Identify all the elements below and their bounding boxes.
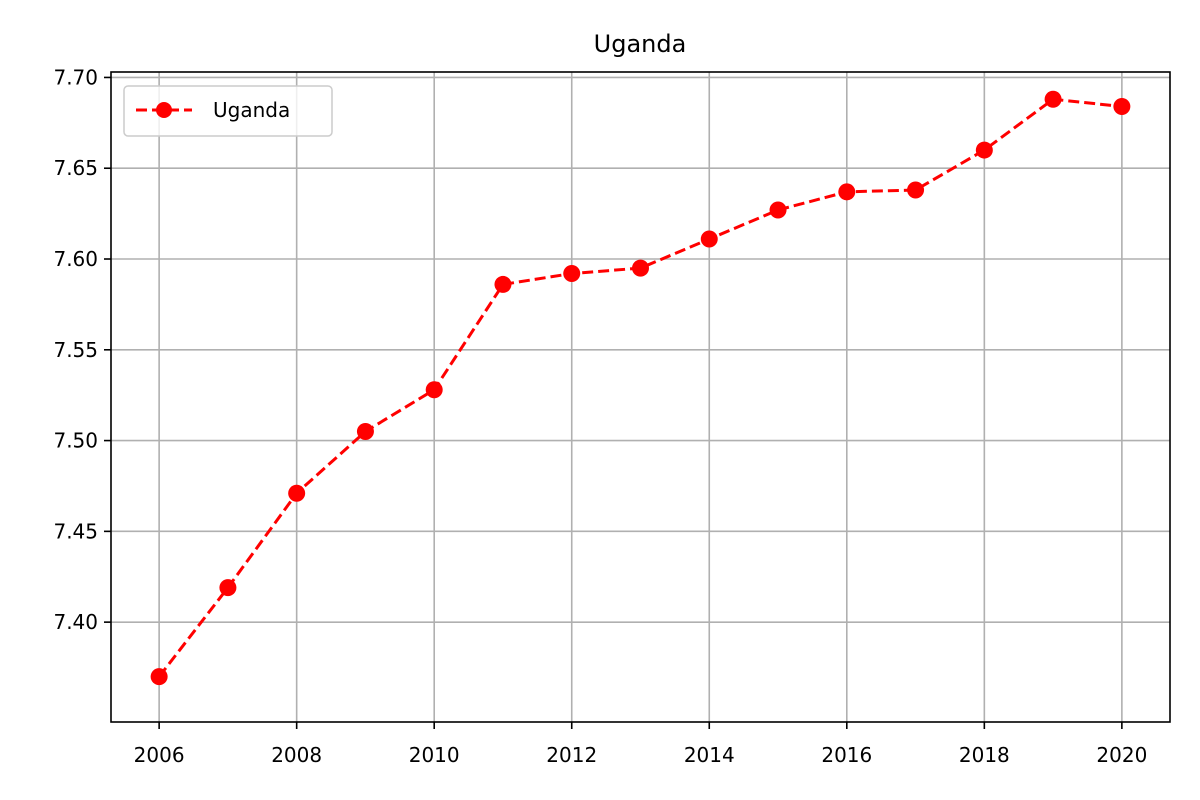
data-point	[769, 201, 787, 219]
data-point	[219, 579, 237, 597]
y-tick-label: 7.55	[53, 338, 98, 362]
x-tick-label: 2006	[134, 743, 185, 767]
data-point	[563, 265, 581, 283]
x-tick-label: 2008	[271, 743, 322, 767]
y-tick-label: 7.45	[53, 519, 98, 543]
x-tick-label: 2010	[409, 743, 460, 767]
plot-frame	[110, 71, 1171, 723]
legend-box	[123, 85, 333, 137]
data-point	[288, 484, 306, 502]
data-point	[425, 381, 443, 399]
data-point	[975, 141, 993, 159]
data-point	[907, 181, 925, 199]
data-point	[494, 275, 512, 293]
legend: Uganda	[123, 85, 333, 137]
data-point	[838, 183, 856, 201]
y-tick-label: 7.65	[53, 156, 98, 180]
y-tick-label: 7.50	[53, 429, 98, 453]
legend-label: Uganda	[213, 98, 290, 122]
data-point	[356, 422, 374, 440]
data-point	[1113, 97, 1131, 115]
data-point	[150, 668, 168, 686]
x-tick-label: 2018	[959, 743, 1010, 767]
y-tick-label: 7.60	[53, 247, 98, 271]
legend-marker	[156, 102, 172, 118]
y-tick-label: 7.40	[53, 610, 98, 634]
data-point	[700, 230, 718, 248]
data-series	[150, 90, 1131, 686]
data-point	[1044, 90, 1062, 108]
x-tick-label: 2020	[1096, 743, 1147, 767]
grid-lines	[111, 72, 1170, 722]
chart-title: Uganda	[594, 30, 687, 58]
x-tick-label: 2012	[546, 743, 597, 767]
x-tick-label: 2016	[821, 743, 872, 767]
y-tick-label: 7.70	[53, 65, 98, 89]
data-point	[632, 259, 649, 277]
x-tick-label: 2014	[684, 743, 735, 767]
axis-ticks: 2006 2008 2010 2012 2014 2016 2018 2020 7.40 7.45…	[53, 65, 1147, 767]
